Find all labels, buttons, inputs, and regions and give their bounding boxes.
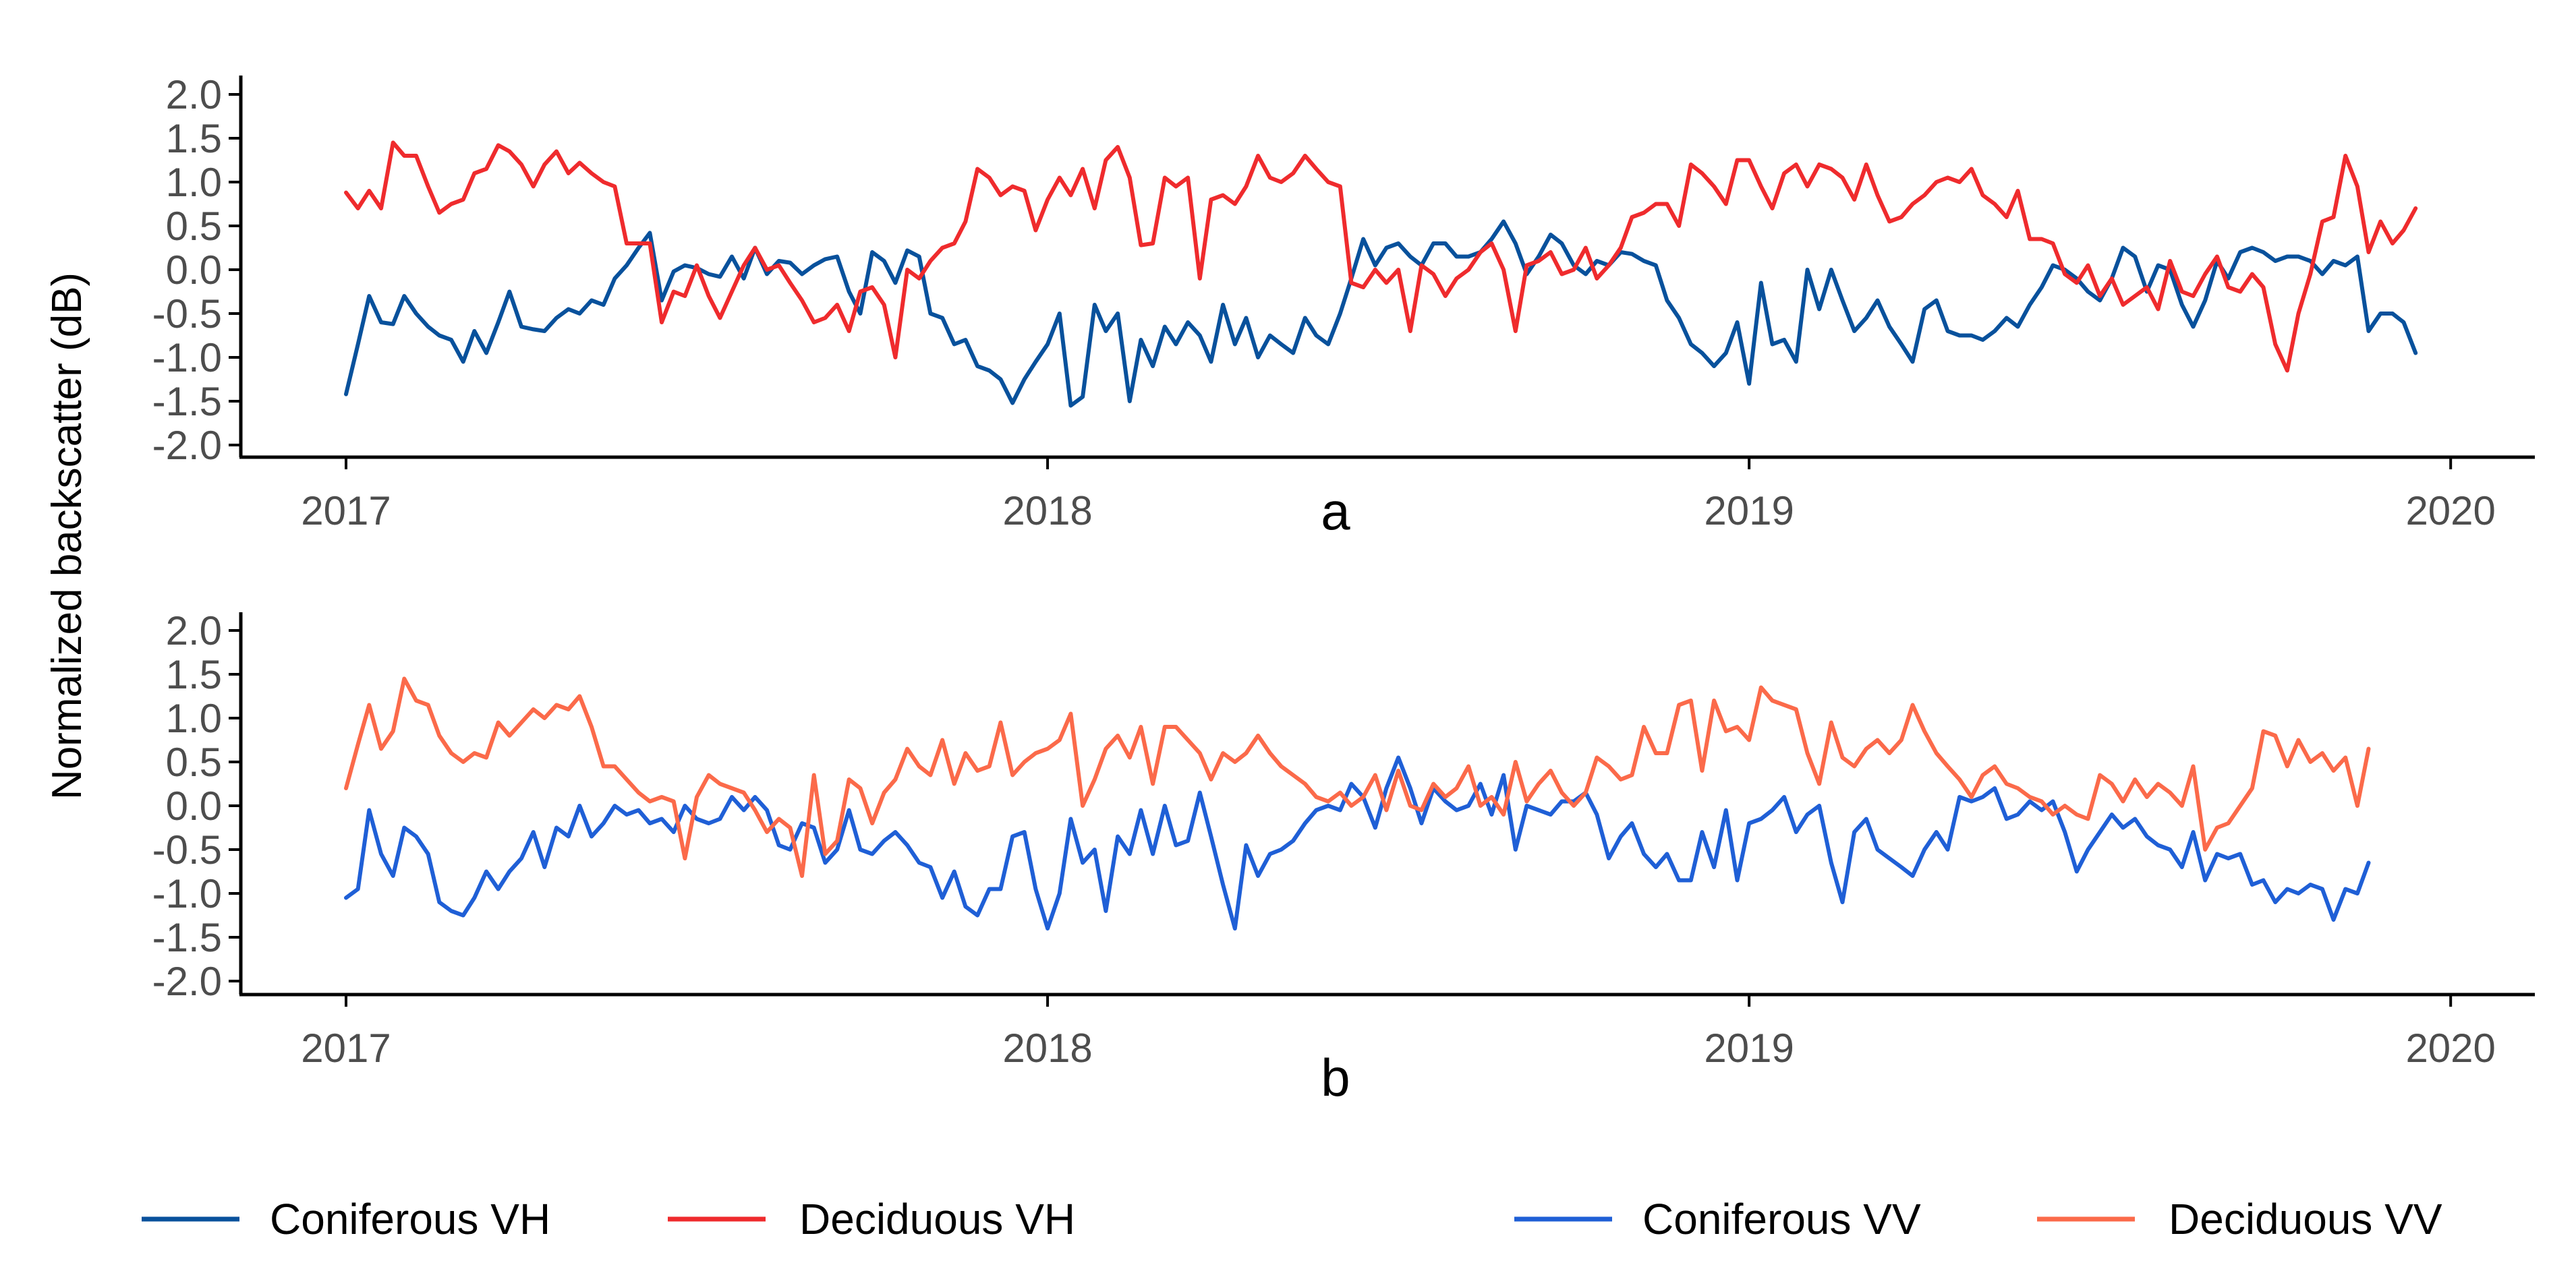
y-tick-label: -1.5 <box>152 379 222 424</box>
panel-a-label: a <box>1321 481 1350 541</box>
y-tick-label: 0.0 <box>166 247 222 293</box>
y-tick-label: 0.5 <box>166 204 222 249</box>
x-tick-label: 2017 <box>301 1026 391 1071</box>
legend-item-deciduous-vv: Deciduous VV <box>2037 1195 2442 1243</box>
y-tick-label: 0.0 <box>166 784 222 829</box>
panel-b: 2.01.51.00.50.0-0.5-1.0-1.5-2.0 2017 2018… <box>152 608 2535 1107</box>
legend-label-deciduous-vh: Deciduous VH <box>799 1195 1075 1243</box>
x-tick-label: 2019 <box>1704 488 1794 533</box>
x-tick-label: 2017 <box>301 488 391 533</box>
y-tick-label: -1.0 <box>152 335 222 380</box>
panel-b-series <box>344 676 2371 931</box>
panel-a-series <box>344 140 2418 408</box>
x-tick-label: 2019 <box>1704 1026 1794 1071</box>
legend-item-deciduous-vh: Deciduous VH <box>668 1195 1075 1243</box>
legend: Coniferous VH Deciduous VH Coniferous VV… <box>142 1195 2442 1243</box>
y-tick-label: 2.0 <box>166 72 222 117</box>
x-tick-label: 2020 <box>2405 488 2495 533</box>
y-tick-label: -1.5 <box>152 915 222 960</box>
panel-a: 2.01.51.00.50.0-0.5-1.0-1.5-2.0 2017 2018… <box>152 72 2535 541</box>
y-tick-label: 0.5 <box>166 740 222 785</box>
y-tick-label: 1.0 <box>166 160 222 205</box>
y-tick-label: -2.0 <box>152 959 222 1004</box>
series-line-coniferous-vh <box>344 219 2418 408</box>
y-tick-label: -0.5 <box>152 291 222 336</box>
panel-b-label: b <box>1321 1048 1350 1107</box>
legend-item-coniferous-vv: Coniferous VV <box>1514 1195 1921 1243</box>
panel-a-y-ticks: 2.01.51.00.50.0-0.5-1.0-1.5-2.0 <box>152 72 241 468</box>
panel-b-y-ticks: 2.01.51.00.50.0-0.5-1.0-1.5-2.0 <box>152 608 241 1004</box>
x-tick-label: 2018 <box>1002 1026 1092 1071</box>
y-axis-label: Normalized backscatter (dB) <box>44 272 90 800</box>
y-tick-label: -2.0 <box>152 423 222 468</box>
series-line-deciduous-vh <box>344 140 2418 373</box>
panel-a-x-ticks: 2017 2018 2019 2020 <box>301 457 2496 533</box>
panel-b-x-ticks: 2017 2018 2019 2020 <box>301 995 2496 1071</box>
y-tick-label: 1.5 <box>166 116 222 161</box>
y-tick-label: 2.0 <box>166 608 222 653</box>
y-tick-label: -1.0 <box>152 871 222 916</box>
x-tick-label: 2020 <box>2405 1026 2495 1071</box>
y-tick-label: 1.5 <box>166 652 222 697</box>
y-tick-label: 1.0 <box>166 696 222 741</box>
legend-item-coniferous-vh: Coniferous VH <box>142 1195 550 1243</box>
legend-label-coniferous-vv: Coniferous VV <box>1642 1195 1921 1243</box>
series-line-deciduous-vv <box>344 676 2371 878</box>
legend-label-coniferous-vh: Coniferous VH <box>270 1195 550 1243</box>
legend-label-deciduous-vv: Deciduous VV <box>2169 1195 2442 1243</box>
series-line-coniferous-vv <box>344 755 2371 931</box>
x-tick-label: 2018 <box>1002 488 1092 533</box>
y-tick-label: -0.5 <box>152 827 222 873</box>
